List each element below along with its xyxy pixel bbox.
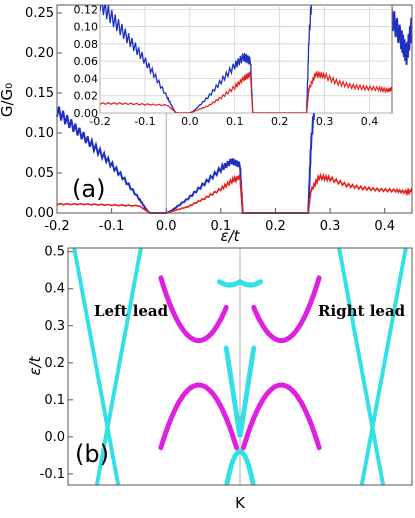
inset-ytick-label: 0.08: [74, 38, 99, 51]
panel-a-ytick-label: 0.10: [25, 126, 54, 141]
panel-a-series-red: [56, 172, 412, 214]
central-band-lower: [240, 382, 322, 451]
panel-a-xlabel: ε/t: [220, 227, 240, 245]
inset-xtick-label: 0.2: [271, 115, 289, 128]
panel-b-label: (b): [75, 440, 109, 468]
central-band-upper: [158, 275, 229, 344]
inset-xtick-label: 0.0: [181, 115, 199, 128]
inset-series-red: [100, 71, 392, 113]
inset-xtick-label: 0.1: [226, 115, 244, 128]
panel-b-xlabel: K: [235, 494, 246, 512]
panel-a-xtick-label: 0.3: [320, 219, 341, 234]
panel-a-xtick-label: 0.0: [156, 219, 177, 234]
panel-a-ytick-label: 0.05: [25, 166, 54, 181]
panel-a: -0.2 -0.1 0.0 0.1 0.2 0.3 0.4 0.00 0.05 0.10 0.15 0…: [0, 4, 413, 245]
central-band-dirac: [223, 345, 257, 438]
panel-a-ylabel: G/G₀: [0, 83, 16, 117]
panel-b-frame: [67, 247, 413, 486]
panel-b-ytick-label: 0.5: [44, 245, 65, 260]
inset-ytick-label: 0.12: [74, 3, 99, 16]
panel-a-label: (a): [72, 175, 105, 203]
lead-band: [72, 248, 121, 485]
panel-a-ytick-label: 0.00: [25, 206, 54, 221]
central-band-bottom: [224, 449, 256, 485]
panel-a-xtick-label: -0.2: [44, 219, 69, 234]
panel-b-ytick-label: 0.2: [44, 356, 65, 371]
left-lead-label: Left lead: [94, 302, 169, 320]
inset-ytick-label: 0.04: [74, 72, 99, 85]
panel-b-ytick-label: 0.4: [44, 282, 65, 297]
panel-b-ytick-label: -0.1: [40, 467, 65, 482]
panel-a-ytick-label: 0.25: [25, 6, 54, 21]
inset-ytick-label: 0.06: [74, 55, 99, 68]
right-lead-label: Right lead: [318, 302, 406, 320]
inset-ytick-label: 0.00: [74, 107, 99, 120]
inset-ytick-label: 0.10: [74, 21, 99, 34]
inset-xtick-label: 0.3: [316, 115, 334, 128]
central-band-upper-inner: [237, 279, 264, 288]
panel-a-xtick-label: 0.4: [374, 219, 395, 234]
inset-xtick-label: -0.1: [134, 115, 155, 128]
panel-b-ytick-label: 0.3: [44, 319, 65, 334]
panel-b-ytick-label: 0.1: [44, 393, 65, 408]
central-band-lower: [158, 382, 240, 451]
central-band-upper: [251, 275, 322, 344]
panel-a-xtick-label: 0.1: [211, 219, 232, 234]
inset-ytick-label: 0.02: [74, 90, 99, 103]
inset-series-blue: [100, 5, 312, 113]
lead-band: [359, 248, 408, 485]
panel-b-ytick-label: 0.0: [44, 430, 65, 445]
central-band-upper-inner: [216, 279, 243, 288]
panel-b: -0.1 0.0 0.1 0.2 0.3 0.4 0.5 ε/t K (b) Left le…: [26, 245, 413, 512]
panel-a-xtick-label: -0.1: [99, 219, 124, 234]
inset-xtick-label: -0.2: [89, 115, 110, 128]
panel-a-xtick-label: 0.2: [265, 219, 286, 234]
panel-b-ylabel: ε/t: [26, 355, 44, 375]
lead-band: [94, 248, 143, 485]
inset-xtick-label: 0.4: [361, 115, 379, 128]
inset: -0.2 -0.1 0.0 0.1 0.2 0.3 0.4 0.00 0.02 0.04 0.06 0…: [74, 3, 393, 128]
lead-band: [337, 248, 386, 485]
panel-a-ytick-label: 0.20: [25, 46, 54, 61]
panel-a-ytick-label: 0.15: [25, 86, 54, 101]
